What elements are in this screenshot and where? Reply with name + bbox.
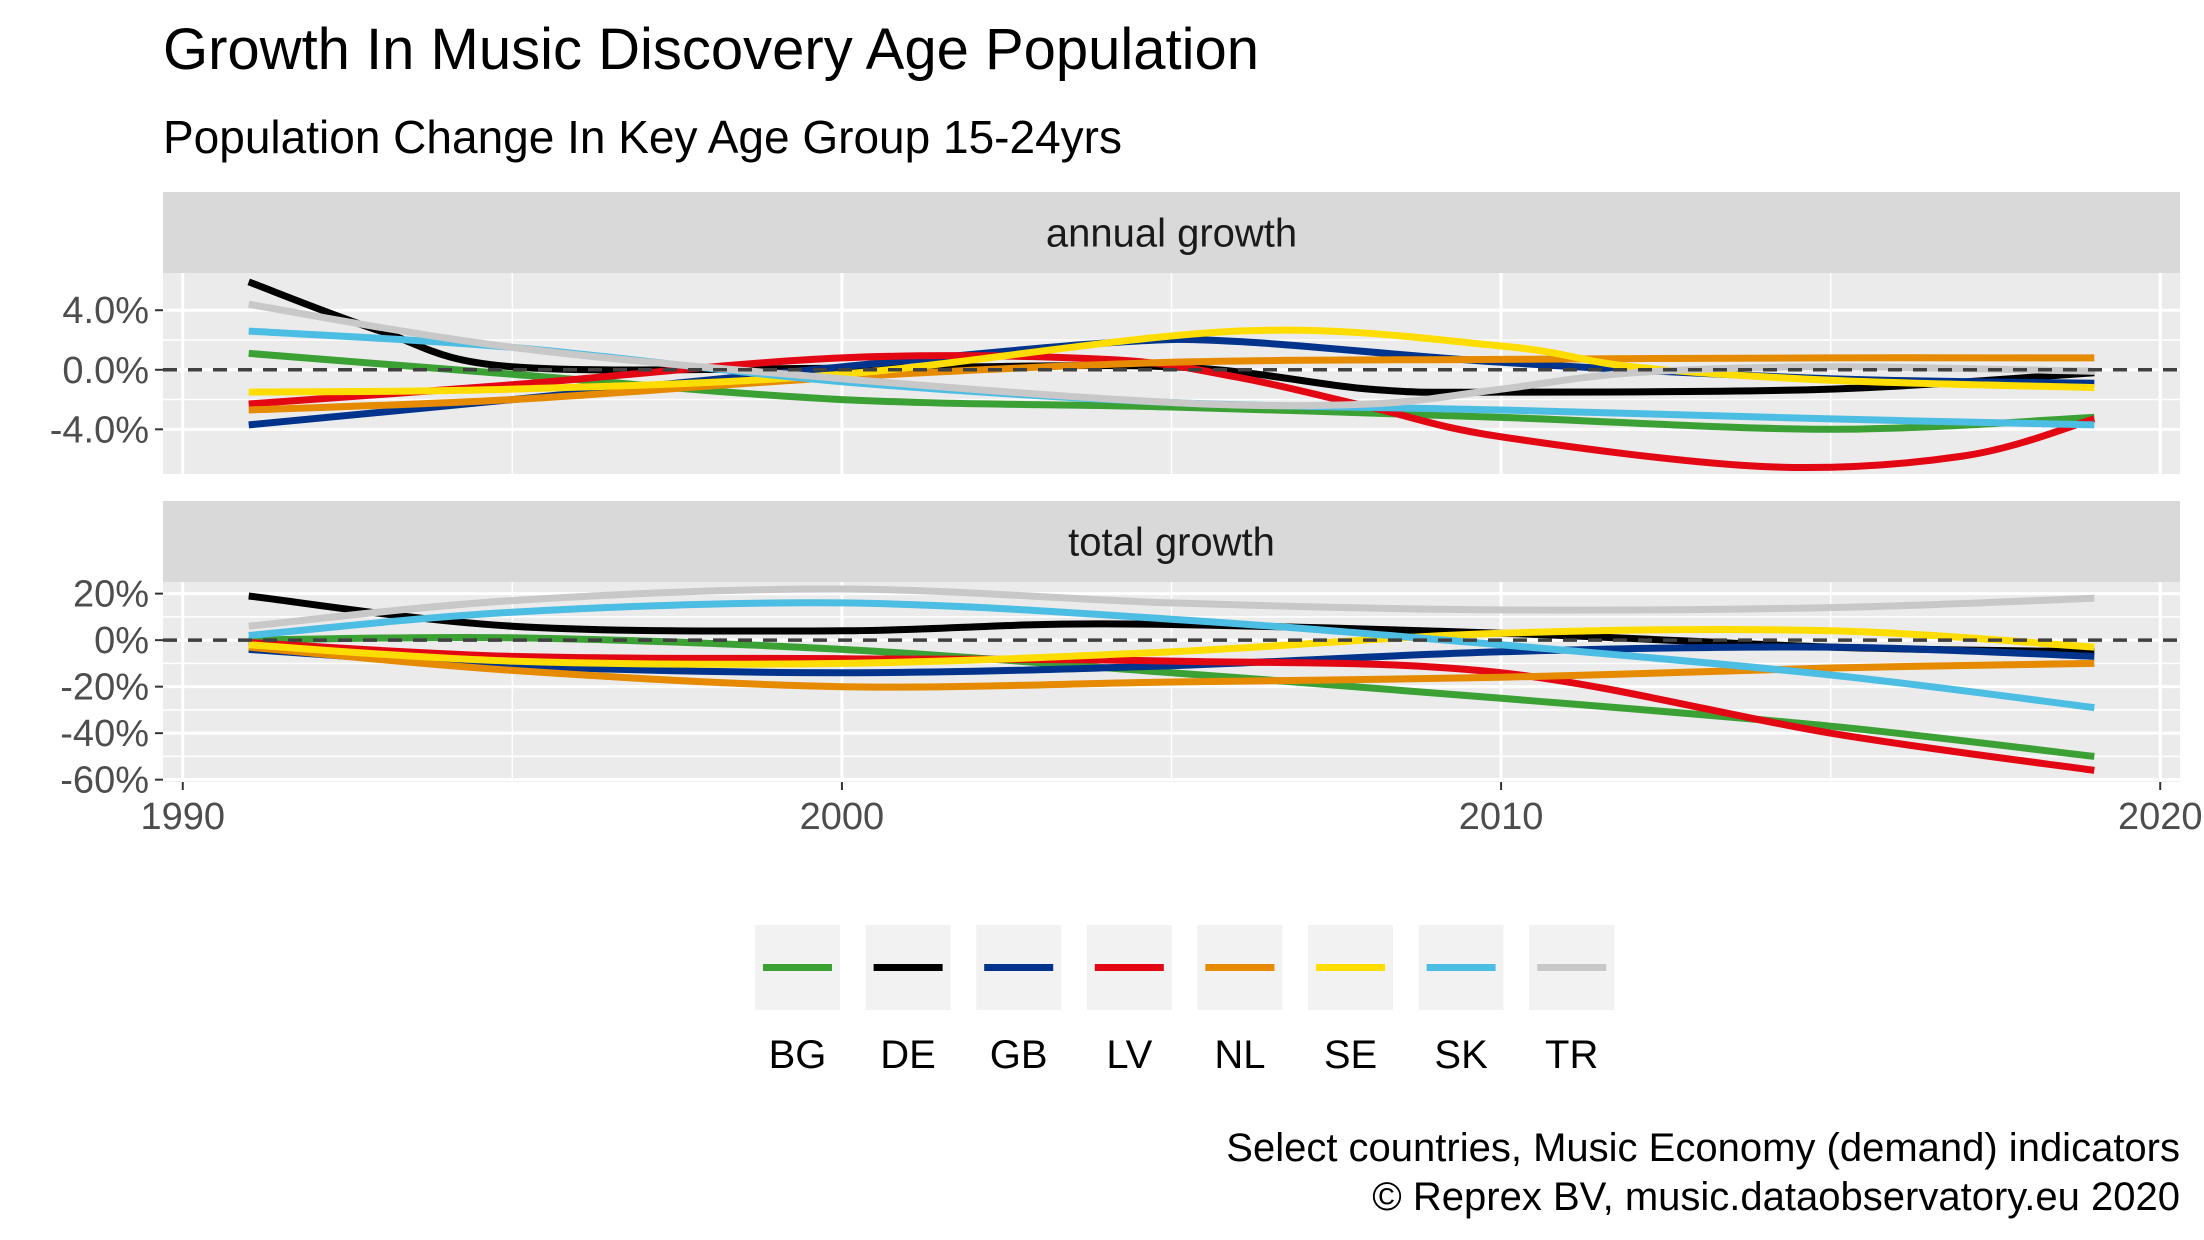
caption-line-1: Select countries, Music Economy (demand)… [1226, 1126, 2180, 1170]
legend-label: GB [990, 1033, 1048, 1077]
y-tick-label: -60% [60, 760, 149, 802]
legend-label: SE [1324, 1033, 1377, 1077]
facet-strip [163, 501, 2180, 582]
legend-label: NL [1214, 1033, 1265, 1077]
legend-label: TR [1545, 1033, 1598, 1077]
series-line-gb [248, 643, 2095, 677]
facet-strip [163, 192, 2180, 273]
legend-item-lv: LV [1086, 925, 1172, 1077]
series-line-bg [248, 349, 2095, 433]
facet-panel-1: total growth 20%0% -20%-40% -60%1990 2000 201… [60, 501, 2202, 838]
series-line-nl [248, 354, 2095, 414]
x-tick-label: 2010 [1459, 796, 1544, 838]
series-line-se [248, 326, 2095, 396]
legend-label: BG [769, 1033, 827, 1077]
caption-line-2: © Reprex BV, music.dataobservatory.eu 20… [1372, 1175, 2180, 1219]
facet-strip-label: annual growth [1046, 212, 1297, 256]
series-line-nl [248, 643, 2095, 691]
legend-item-tr: TR [1529, 925, 1615, 1077]
legend-label: LV [1106, 1033, 1152, 1077]
series-line-tr [248, 300, 2095, 410]
series-line-lv [248, 639, 2095, 774]
y-tick-label: 20% [73, 574, 149, 616]
y-tick-label: -4.0% [50, 409, 149, 451]
series-line-bg [248, 633, 2095, 760]
facet-strip-label: total growth [1068, 521, 1275, 565]
legend-item-de: DE [865, 925, 951, 1077]
legend-item-gb: GB [976, 925, 1062, 1077]
y-tick-label: 4.0% [62, 290, 149, 332]
y-tick-label: -20% [60, 667, 149, 709]
legend-item-bg: BG [755, 925, 840, 1077]
x-tick-label: 1990 [141, 796, 226, 838]
legend-label: SK [1434, 1033, 1488, 1077]
y-tick-label: 0% [94, 620, 149, 662]
x-tick-label: 2000 [800, 796, 885, 838]
legend-label: DE [880, 1033, 936, 1077]
facet-panel-0: annual growth 4.0% 0.0% -4.0% [50, 192, 2180, 474]
chart-subtitle: Population Change In Key Age Group 15-24… [163, 111, 1122, 163]
series-line-sk [248, 599, 2095, 712]
series-line-lv [248, 352, 2096, 472]
legend-item-sk: SK [1418, 925, 1504, 1077]
series-line-se [248, 626, 2095, 668]
legend-item-nl: NL [1197, 925, 1283, 1077]
chart-title: Growth In Music Discovery Age Population [163, 17, 1259, 82]
y-tick-label: 0.0% [62, 350, 149, 392]
x-tick-label: 2020 [2118, 796, 2203, 838]
y-tick-label: -40% [60, 713, 149, 755]
legend-item-se: SE [1308, 925, 1393, 1077]
series-line-tr [248, 585, 2095, 630]
